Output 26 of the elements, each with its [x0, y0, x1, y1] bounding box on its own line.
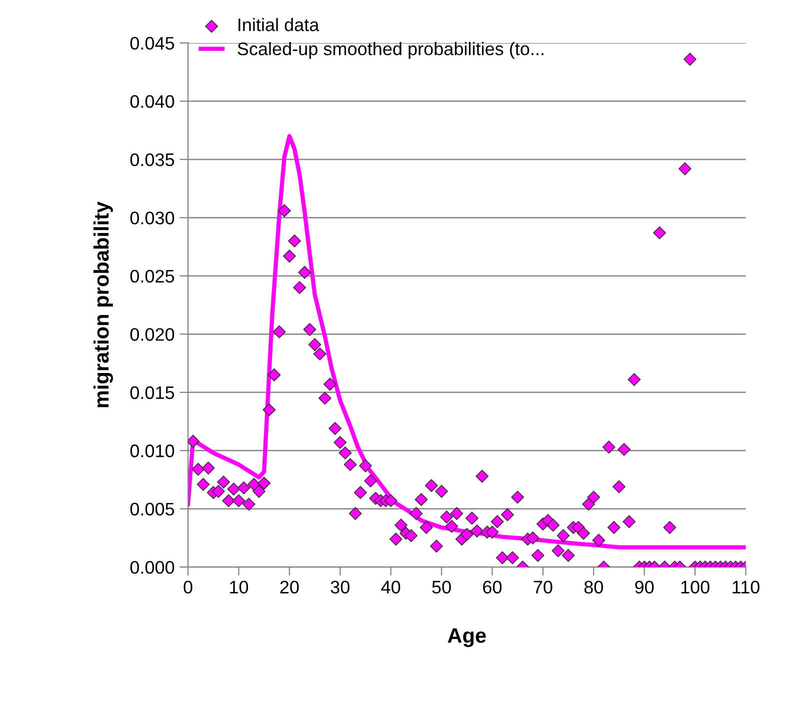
x-tick-label: 80 — [584, 580, 603, 594]
x-tick-label: 90 — [635, 580, 654, 594]
legend-label: Scaled-up smoothed probabilities (to... — [238, 42, 544, 59]
legend-label: Initial data — [238, 18, 320, 32]
y-tick-label: 0.020 — [130, 328, 174, 341]
y-tick-label: 0.025 — [130, 270, 174, 283]
x-tick-label: 70 — [534, 580, 552, 594]
y-tick-label: 0.035 — [130, 153, 174, 166]
x-tick-label: 60 — [483, 580, 502, 594]
x-axis-title: Age — [448, 628, 486, 648]
y-tick-label: 0.010 — [130, 444, 174, 458]
y-tick-label: 0.005 — [130, 502, 174, 516]
x-tick-label: 110 — [732, 580, 760, 594]
x-tick-label: 30 — [330, 580, 350, 594]
x-tick-label: 40 — [381, 580, 400, 594]
y-tick-label: 0.040 — [130, 95, 174, 108]
x-tick-label: 0 — [184, 580, 192, 594]
x-tick-label: 20 — [280, 580, 299, 594]
y-tick-label: 0.015 — [130, 386, 174, 400]
y-axis-title: migration probability — [93, 202, 113, 408]
x-tick-label: 100 — [681, 580, 710, 594]
y-tick-label: 0.045 — [130, 36, 174, 50]
x-tick-label: 10 — [230, 580, 248, 594]
y-tick-label: 0.000 — [130, 561, 174, 574]
x-tick-label: 50 — [432, 580, 451, 594]
y-tick-label: 0.030 — [130, 212, 174, 224]
